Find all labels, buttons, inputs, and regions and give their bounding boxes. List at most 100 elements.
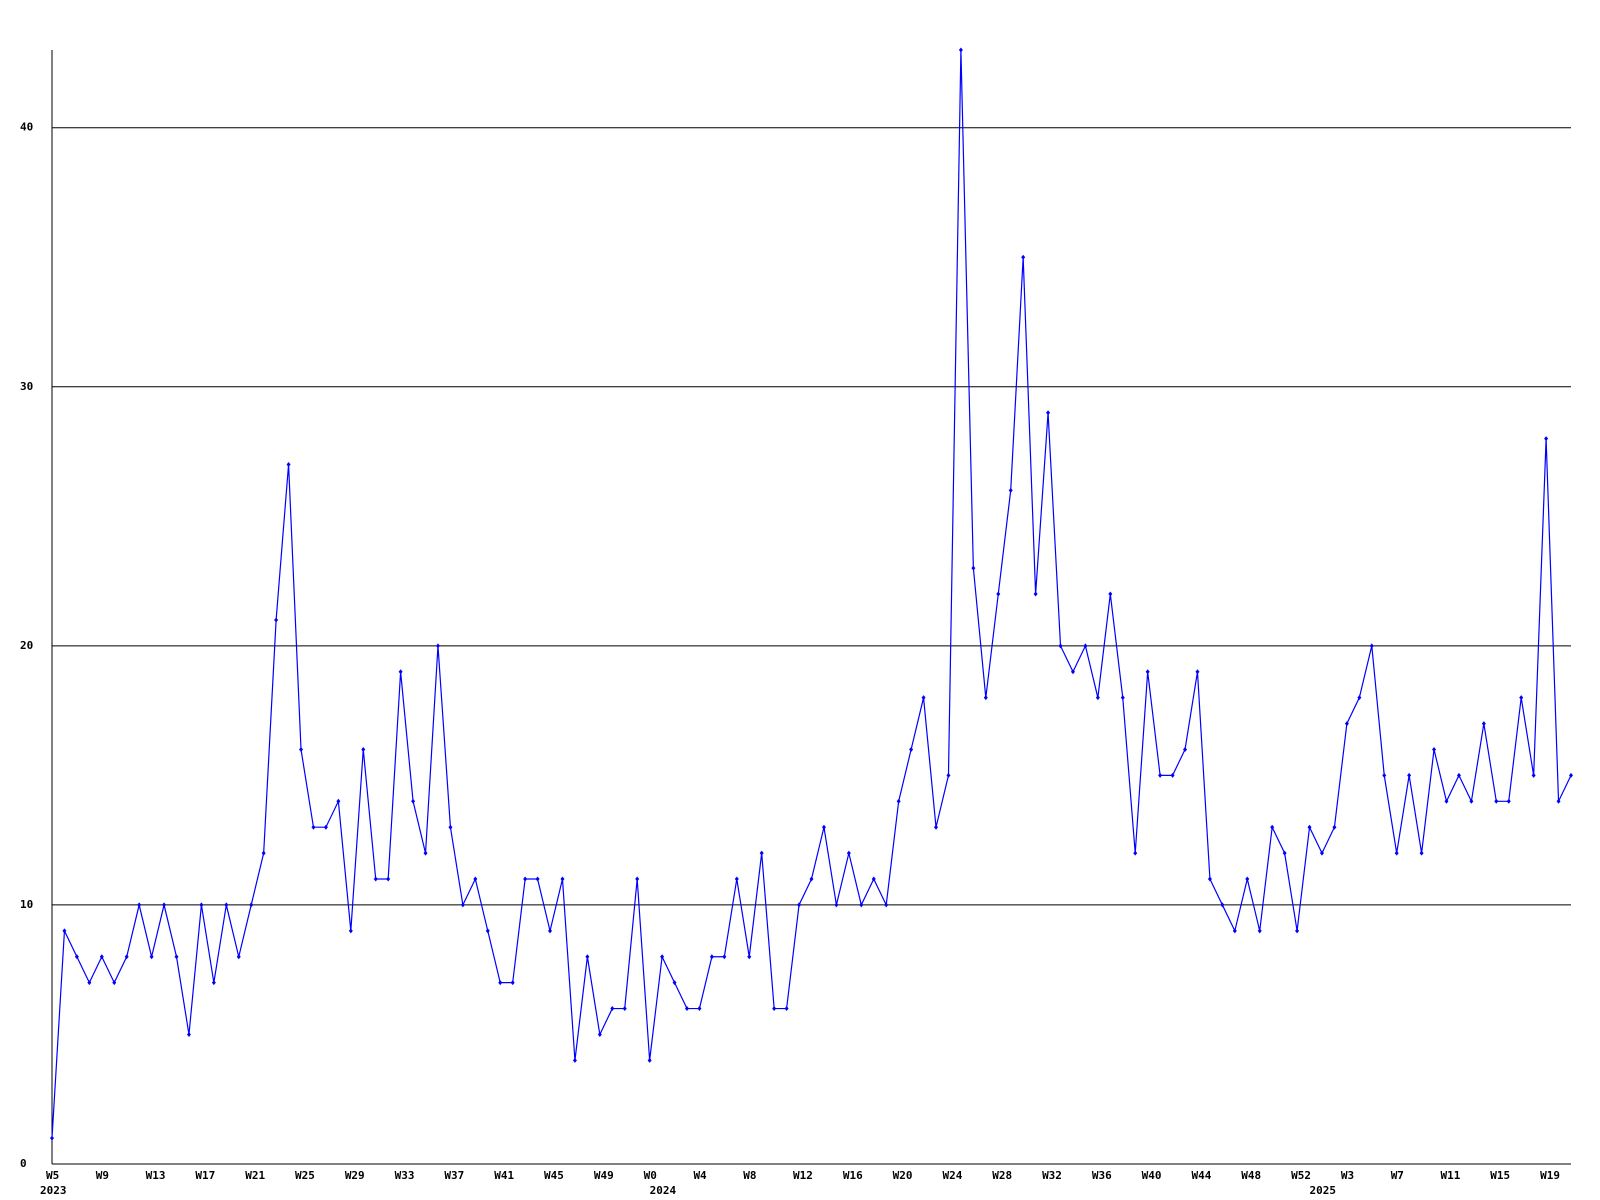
y-tick-label: 10 (20, 898, 33, 911)
data-point (610, 1006, 615, 1012)
x-tick-label: W3 (1341, 1169, 1354, 1182)
data-point (1569, 772, 1573, 778)
data-point (137, 902, 142, 908)
data-point (946, 772, 951, 778)
year-label: 2024 (650, 1184, 677, 1197)
data-point (311, 824, 316, 830)
x-tick-label: W17 (195, 1169, 215, 1182)
y-tick-label: 40 (20, 121, 33, 134)
data-point (647, 1057, 652, 1063)
data-point (983, 695, 988, 701)
data-point (660, 954, 665, 960)
data-point (1556, 798, 1561, 804)
data-point (697, 1006, 702, 1012)
data-point (1481, 721, 1486, 727)
data-point (871, 876, 876, 882)
data-point (348, 928, 353, 934)
x-tick-label: W49 (594, 1169, 614, 1182)
data-point (672, 980, 677, 986)
data-point (1444, 798, 1449, 804)
data-point (1382, 772, 1387, 778)
data-point (1419, 850, 1424, 856)
data-point (759, 850, 764, 856)
x-tick-label: W45 (544, 1169, 564, 1182)
x-tick-label: W12 (793, 1169, 813, 1182)
data-point (635, 876, 640, 882)
data-point (772, 1006, 777, 1012)
data-point (585, 954, 590, 960)
x-tick-label: W7 (1391, 1169, 1404, 1182)
data-point (797, 902, 802, 908)
x-tick-label: W37 (444, 1169, 464, 1182)
data-point (323, 824, 328, 830)
data-point (1083, 643, 1088, 649)
data-point (1344, 721, 1349, 727)
data-point (1058, 643, 1063, 649)
data-point (336, 798, 341, 804)
data-point (1295, 928, 1300, 934)
data-point (1432, 746, 1437, 752)
data-point (386, 876, 391, 882)
data-line (51, 49, 1572, 1139)
data-point (1145, 669, 1150, 675)
data-point (1531, 772, 1536, 778)
data-point (423, 850, 428, 856)
data-point (1469, 798, 1474, 804)
data-point (1033, 591, 1038, 597)
data-point (236, 954, 241, 960)
data-point (249, 902, 254, 908)
data-point (1319, 850, 1324, 856)
x-tick-label: W25 (295, 1169, 315, 1182)
x-tick-label: W21 (245, 1169, 265, 1182)
data-point (149, 954, 154, 960)
data-point (398, 669, 403, 675)
data-point (162, 902, 167, 908)
data-point (1183, 746, 1188, 752)
data-point (1544, 436, 1549, 442)
data-point (211, 980, 216, 986)
data-point (1195, 669, 1200, 675)
data-point (622, 1006, 627, 1012)
x-tick-label: W20 (893, 1169, 913, 1182)
data-point (722, 954, 727, 960)
data-point (485, 928, 490, 934)
data-point (709, 954, 714, 960)
x-tick-label: W8 (743, 1169, 756, 1182)
data-point (186, 1031, 191, 1037)
x-tick-label: W5 (46, 1169, 59, 1182)
data-point (1394, 850, 1399, 856)
data-point (909, 746, 914, 752)
data-point (971, 565, 976, 571)
data-point (1506, 798, 1511, 804)
x-tick-label: W15 (1490, 1169, 1510, 1182)
data-point (199, 902, 204, 908)
data-point (996, 591, 1001, 597)
data-point (124, 954, 129, 960)
data-point (597, 1031, 602, 1037)
data-point (87, 980, 92, 986)
data-point (934, 824, 939, 830)
data-point (809, 876, 814, 882)
x-tick-label: W48 (1241, 1169, 1261, 1182)
data-point (286, 462, 291, 468)
data-point (1270, 824, 1275, 830)
data-point (784, 1006, 789, 1012)
data-point (274, 617, 279, 623)
data-point (1357, 695, 1362, 701)
data-point (299, 746, 304, 752)
data-point (1307, 824, 1312, 830)
data-point (734, 876, 739, 882)
data-point (821, 824, 826, 830)
data-point (1232, 928, 1237, 934)
data-point (884, 902, 889, 908)
data-point (684, 1006, 689, 1012)
year-label: 2023 (40, 1184, 67, 1197)
data-point (498, 980, 503, 986)
x-tick-label: W9 (96, 1169, 109, 1182)
data-point (560, 876, 565, 882)
data-point (1046, 410, 1051, 416)
x-tick-label: W4 (693, 1169, 707, 1182)
data-point (1456, 772, 1461, 778)
x-tick-label: W0 (644, 1169, 657, 1182)
